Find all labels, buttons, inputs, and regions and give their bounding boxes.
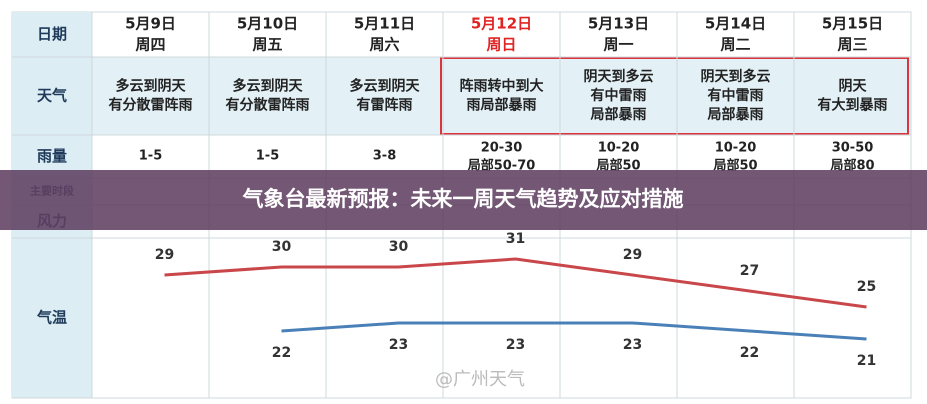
- temp-label: 25: [857, 279, 876, 295]
- temp-label: 21: [857, 353, 876, 369]
- cell-text: 10-20: [715, 141, 757, 156]
- cell-text: 有中雷雨: [591, 87, 647, 104]
- cell-text: 多云到阴天: [350, 78, 421, 95]
- weekday: 周四: [135, 36, 165, 54]
- cell-text: 局部暴雨: [708, 106, 764, 123]
- weather-row: [92, 57, 911, 135]
- temp-label: 27: [740, 263, 759, 279]
- date: 5月10日: [237, 15, 298, 33]
- cell-text: 30-50: [832, 141, 874, 156]
- temp-label: 23: [506, 337, 525, 353]
- temp-label: 29: [155, 247, 174, 263]
- date: 5月14日: [705, 15, 766, 33]
- weekday: 周二: [720, 36, 750, 54]
- date: 5月12日: [471, 15, 532, 33]
- cell-text: 雨局部暴雨: [467, 97, 537, 114]
- cell-text: 多云到阴天: [116, 78, 187, 95]
- cell-text: 有分散雷阵雨: [109, 97, 193, 114]
- cell-text: 局部暴雨: [591, 106, 647, 123]
- cell-text: 局部80: [830, 158, 874, 174]
- cell-text: 阴天: [839, 79, 868, 95]
- temp-label: 29: [623, 247, 642, 263]
- banner-text: 气象台最新预报：未来一周天气趋势及应对措施: [242, 187, 684, 211]
- cell-text: 阵雨转中到大: [460, 78, 544, 95]
- cell-text: 有分散雷阵雨: [226, 97, 310, 114]
- cell-text: 有大到暴雨: [818, 97, 888, 114]
- highlight-box: [440, 57, 909, 135]
- weekday: 周六: [369, 36, 399, 54]
- temp-line: [281, 321, 867, 341]
- cell-text: 多云到阴天: [233, 78, 304, 95]
- cell-text: 阴天到多云: [584, 68, 654, 85]
- cell-text: 阴天到多云: [701, 68, 771, 85]
- date: 5月9日: [125, 15, 176, 33]
- temp-line: [164, 257, 867, 309]
- date: 5月15日: [822, 15, 883, 33]
- cell-text: 局部50: [596, 158, 640, 174]
- cell-text: 局部50: [713, 158, 757, 174]
- temp-label: 31: [506, 231, 525, 247]
- cell-text: 局部50-70: [468, 158, 536, 174]
- temp-label: 30: [272, 239, 292, 255]
- weekday: 周三: [837, 36, 867, 54]
- weekday: 周一: [603, 36, 633, 54]
- temp-label: 23: [389, 337, 408, 353]
- cell-text: 有中雷雨: [708, 87, 764, 104]
- watermark: @广州天气: [435, 369, 525, 390]
- temp-label: 30: [389, 239, 409, 255]
- temp-label: 23: [623, 337, 642, 353]
- banner: [0, 170, 927, 230]
- date: 5月11日: [354, 15, 415, 33]
- cell-text: 3-8: [373, 149, 397, 164]
- row-label: 天气: [37, 87, 67, 105]
- row-label: 气温: [36, 309, 67, 327]
- cell-text: 有雷阵雨: [357, 97, 413, 114]
- cell-text: 1-5: [256, 149, 280, 164]
- weekday: 周日: [486, 36, 516, 54]
- weekday: 周五: [252, 36, 282, 54]
- row-label: 日期: [37, 25, 67, 43]
- temp-label: 22: [740, 345, 759, 361]
- cell-text: 1-5: [139, 149, 163, 164]
- cell-text: 20-30: [481, 141, 523, 156]
- cell-text: 10-20: [598, 141, 640, 156]
- temp-label: 22: [272, 345, 291, 361]
- row-label: 雨量: [37, 147, 67, 165]
- date: 5月13日: [588, 15, 649, 33]
